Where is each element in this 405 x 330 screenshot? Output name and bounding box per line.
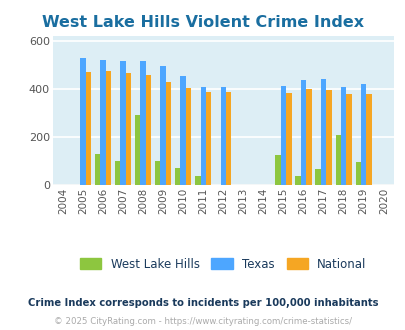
- Text: © 2025 CityRating.com - https://www.cityrating.com/crime-statistics/: © 2025 CityRating.com - https://www.city…: [54, 317, 351, 326]
- Bar: [345, 93, 351, 185]
- Bar: [220, 86, 226, 185]
- Bar: [195, 177, 200, 185]
- Bar: [280, 86, 286, 185]
- Bar: [155, 161, 160, 185]
- Bar: [315, 169, 320, 185]
- Bar: [185, 88, 191, 185]
- Bar: [305, 89, 311, 185]
- Bar: [340, 86, 345, 185]
- Bar: [286, 93, 291, 185]
- Bar: [366, 94, 371, 185]
- Bar: [326, 90, 331, 185]
- Bar: [320, 80, 326, 185]
- Bar: [115, 161, 120, 185]
- Bar: [300, 80, 305, 185]
- Bar: [126, 73, 131, 185]
- Bar: [95, 154, 100, 185]
- Bar: [205, 92, 211, 185]
- Text: Crime Index corresponds to incidents per 100,000 inhabitants: Crime Index corresponds to incidents per…: [28, 298, 377, 308]
- Bar: [105, 71, 111, 185]
- Bar: [180, 76, 185, 185]
- Bar: [175, 168, 180, 185]
- Bar: [355, 162, 360, 185]
- Bar: [85, 72, 91, 185]
- Bar: [100, 60, 105, 185]
- Bar: [134, 115, 140, 185]
- Bar: [200, 86, 205, 185]
- Bar: [140, 61, 145, 185]
- Legend: West Lake Hills, Texas, National: West Lake Hills, Texas, National: [75, 253, 371, 276]
- Bar: [360, 84, 366, 185]
- Bar: [165, 82, 171, 185]
- Bar: [160, 66, 165, 185]
- Bar: [145, 75, 151, 185]
- Text: West Lake Hills Violent Crime Index: West Lake Hills Violent Crime Index: [42, 15, 363, 30]
- Bar: [226, 92, 231, 185]
- Bar: [80, 58, 85, 185]
- Bar: [275, 155, 280, 185]
- Bar: [295, 177, 300, 185]
- Bar: [335, 135, 340, 185]
- Bar: [120, 61, 126, 185]
